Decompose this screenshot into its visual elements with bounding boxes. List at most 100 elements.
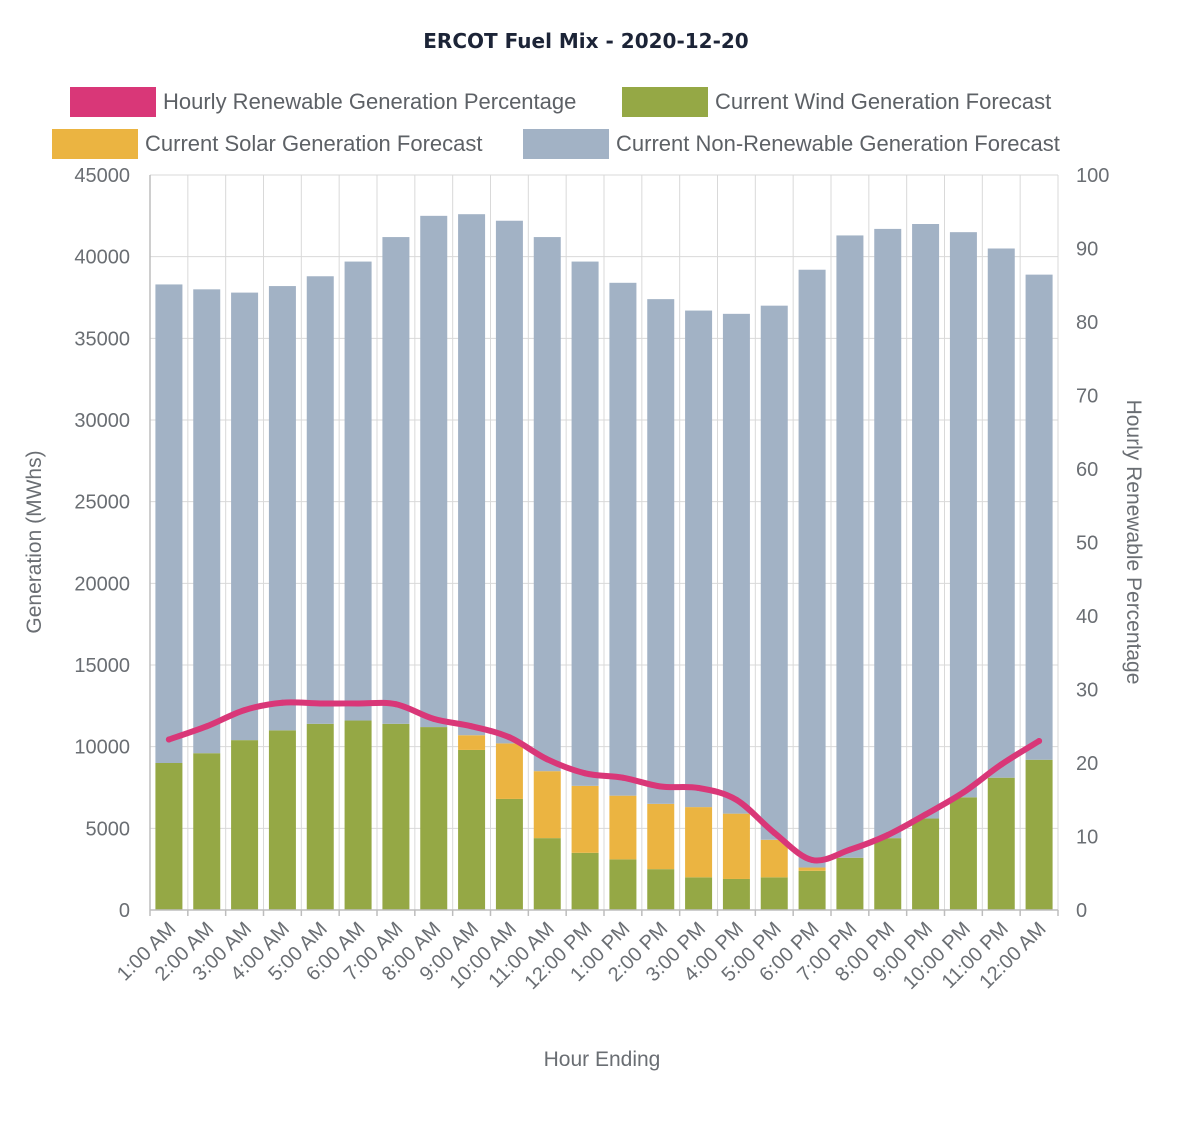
y2-tick-label: 20 [1076,753,1098,775]
renewable-percentage-point-1-00-am[interactable] [165,736,172,743]
renewable-percentage-point-8-00-pm[interactable] [884,832,891,839]
bar-current-wind-generation-forecast-5-00-am[interactable] [306,723,334,910]
bar-current-solar-generation-forecast-3-00-pm[interactable] [685,807,713,878]
y2-tick-label: 90 [1076,239,1098,261]
renewable-percentage-point-10-00-pm[interactable] [960,789,967,796]
renewable-percentage-point-7-00-pm[interactable] [846,846,853,853]
bar-current-wind-generation-forecast-3-00-am[interactable] [231,740,259,910]
renewable-percentage-point-6-00-pm[interactable] [809,857,816,864]
renewable-percentage-point-9-00-pm[interactable] [922,811,929,818]
bar-current-non-renewable-generation-forecast-1-00-am[interactable] [155,284,183,763]
bar-current-solar-generation-forecast-5-00-pm[interactable] [760,839,788,878]
legend-swatch-renewable-percentage [70,87,156,117]
bar-current-non-renewable-generation-forecast-9-00-am[interactable] [458,214,486,736]
bar-current-wind-generation-forecast-7-00-am[interactable] [382,723,410,910]
renewable-percentage-point-2-00-pm[interactable] [657,783,664,790]
y2-tick-label: 0 [1076,900,1087,922]
bar-current-wind-generation-forecast-1-00-pm[interactable] [609,859,637,910]
bar-current-solar-generation-forecast-2-00-pm[interactable] [647,803,675,870]
bar-current-wind-generation-forecast-10-00-am[interactable] [495,798,523,910]
renewable-percentage-point-4-00-pm[interactable] [733,796,740,803]
legend: Hourly Renewable Generation Percentage C… [52,87,1060,159]
bar-current-solar-generation-forecast-10-00-am[interactable] [495,743,523,799]
legend-item-non-renewable[interactable]: Current Non-Renewable Generation Forecas… [523,129,1060,159]
renewable-percentage-point-8-00-am[interactable] [430,715,437,722]
bar-current-non-renewable-generation-forecast-10-00-pm[interactable] [949,232,977,798]
bar-current-non-renewable-generation-forecast-8-00-am[interactable] [420,215,448,728]
bar-current-non-renewable-generation-forecast-3-00-am[interactable] [231,292,259,741]
renewable-percentage-point-5-00-am[interactable] [317,700,324,707]
bar-current-solar-generation-forecast-4-00-pm[interactable] [722,813,750,879]
bar-current-non-renewable-generation-forecast-7-00-pm[interactable] [836,235,864,858]
bar-current-non-renewable-generation-forecast-7-00-am[interactable] [382,237,410,724]
bar-current-non-renewable-generation-forecast-12-00-am[interactable] [1025,274,1053,760]
bar-current-non-renewable-generation-forecast-4-00-am[interactable] [268,286,296,731]
bar-current-non-renewable-generation-forecast-5-00-pm[interactable] [760,305,788,840]
renewable-percentage-point-6-00-am[interactable] [355,700,362,707]
renewable-percentage-point-10-00-am[interactable] [506,734,513,741]
bar-current-non-renewable-generation-forecast-12-00-pm[interactable] [571,261,599,786]
y-tick-label: 35000 [74,328,130,350]
bar-current-solar-generation-forecast-1-00-pm[interactable] [609,795,637,860]
bar-current-wind-generation-forecast-4-00-pm[interactable] [722,878,750,910]
bar-current-wind-generation-forecast-12-00-am[interactable] [1025,759,1053,910]
bar-current-non-renewable-generation-forecast-2-00-am[interactable] [193,289,221,754]
bar-current-wind-generation-forecast-1-00-am[interactable] [155,763,183,910]
bar-current-non-renewable-generation-forecast-11-00-am[interactable] [533,237,561,772]
renewable-percentage-point-11-00-pm[interactable] [998,761,1005,768]
bar-current-wind-generation-forecast-10-00-pm[interactable] [949,797,977,910]
y2-tick-label: 60 [1076,459,1098,481]
renewable-percentage-point-9-00-am[interactable] [468,723,475,730]
bar-current-non-renewable-generation-forecast-1-00-pm[interactable] [609,282,637,796]
bar-current-non-renewable-generation-forecast-9-00-pm[interactable] [912,224,940,819]
bar-current-solar-generation-forecast-12-00-pm[interactable] [571,785,599,853]
bar-current-wind-generation-forecast-9-00-am[interactable] [458,749,486,910]
bar-current-non-renewable-generation-forecast-5-00-am[interactable] [306,276,334,724]
renewable-percentage-point-3-00-am[interactable] [241,707,248,714]
bar-current-wind-generation-forecast-8-00-am[interactable] [420,727,448,910]
bar-current-solar-generation-forecast-11-00-am[interactable] [533,771,561,839]
legend-item-solar[interactable]: Current Solar Generation Forecast [52,129,483,159]
renewable-percentage-point-11-00-am[interactable] [544,756,551,763]
bar-current-non-renewable-generation-forecast-11-00-pm[interactable] [987,248,1015,778]
bar-current-wind-generation-forecast-11-00-am[interactable] [533,838,561,910]
legend-item-wind[interactable]: Current Wind Generation Forecast [622,87,1051,117]
renewable-percentage-point-12-00-am[interactable] [1036,737,1043,744]
renewable-percentage-point-2-00-am[interactable] [203,723,210,730]
bar-current-non-renewable-generation-forecast-2-00-pm[interactable] [647,299,675,804]
x-axis-title: Hour Ending [544,1048,661,1071]
bar-current-non-renewable-generation-forecast-10-00-am[interactable] [495,220,523,744]
bar-current-solar-generation-forecast-6-00-pm[interactable] [798,867,826,871]
bar-current-wind-generation-forecast-6-00-pm[interactable] [798,870,826,910]
bar-current-wind-generation-forecast-6-00-am[interactable] [344,720,372,910]
bar-current-wind-generation-forecast-4-00-am[interactable] [268,730,296,910]
bar-current-solar-generation-forecast-9-00-am[interactable] [458,735,486,750]
bar-current-wind-generation-forecast-8-00-pm[interactable] [874,838,902,910]
bar-current-wind-generation-forecast-2-00-pm[interactable] [647,869,675,910]
renewable-percentage-point-1-00-pm[interactable] [619,774,626,781]
bar-current-non-renewable-generation-forecast-4-00-pm[interactable] [722,313,750,814]
bar-current-non-renewable-generation-forecast-8-00-pm[interactable] [874,228,902,839]
bar-current-wind-generation-forecast-11-00-pm[interactable] [987,777,1015,910]
bar-current-wind-generation-forecast-3-00-pm[interactable] [685,877,713,910]
renewable-percentage-point-12-00-pm[interactable] [582,770,589,777]
bar-current-wind-generation-forecast-12-00-pm[interactable] [571,852,599,910]
bar-current-non-renewable-generation-forecast-3-00-pm[interactable] [685,310,713,808]
renewable-percentage-point-7-00-am[interactable] [392,701,399,708]
renewable-percentage-line-path[interactable] [165,699,1043,864]
y2-tick-label: 40 [1076,606,1098,628]
bar-current-wind-generation-forecast-5-00-pm[interactable] [760,877,788,910]
y2-tick-label: 100 [1076,165,1109,187]
bar-current-wind-generation-forecast-7-00-pm[interactable] [836,857,864,910]
bar-current-wind-generation-forecast-9-00-pm[interactable] [912,818,940,910]
bar-current-non-renewable-generation-forecast-6-00-am[interactable] [344,261,372,721]
bar-current-non-renewable-generation-forecast-6-00-pm[interactable] [798,269,826,868]
renewable-percentage-point-5-00-pm[interactable] [771,829,778,836]
bar-current-wind-generation-forecast-2-00-am[interactable] [193,753,221,910]
renewable-percentage-point-3-00-pm[interactable] [695,784,702,791]
y-tick-label: 30000 [74,410,130,432]
y2-tick-label: 70 [1076,386,1098,408]
legend-item-renewable-percentage[interactable]: Hourly Renewable Generation Percentage [70,87,576,117]
renewable-percentage-point-4-00-am[interactable] [279,699,286,706]
legend-swatch-wind [622,87,708,117]
